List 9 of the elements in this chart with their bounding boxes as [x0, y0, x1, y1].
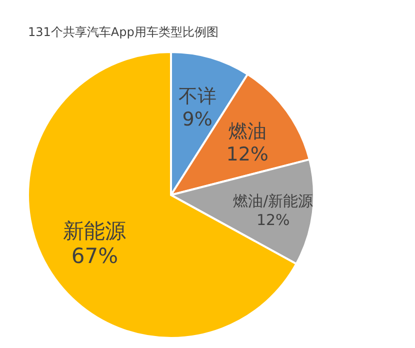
- slice-label: 燃油: [228, 120, 266, 143]
- slice-label: 燃油/新能源: [233, 192, 314, 210]
- data-label: 12%: [256, 210, 290, 229]
- data-label: 9%: [182, 108, 212, 130]
- slice-label: 新能源: [63, 219, 126, 244]
- slice-label: 不详: [178, 85, 216, 108]
- data-label: 12%: [226, 144, 268, 166]
- chart-title: 131个共享汽车App用车类型比例图: [28, 25, 218, 39]
- data-label: 67%: [71, 244, 118, 268]
